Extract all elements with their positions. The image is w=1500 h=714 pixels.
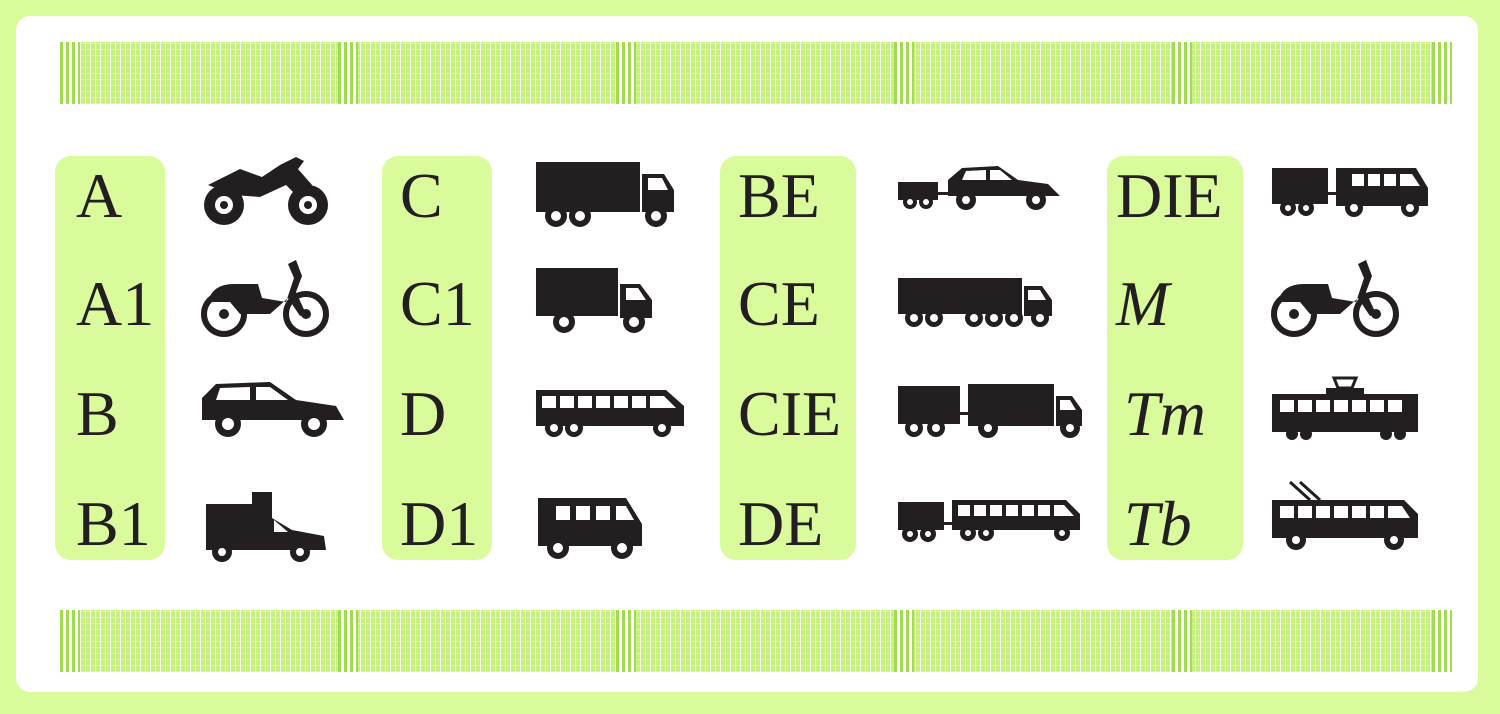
category-label-m: M [1116, 268, 1170, 339]
category-label-d: D [400, 378, 447, 449]
minibus-icon [534, 494, 646, 562]
category-label-c1: C1 [400, 268, 475, 339]
truck-trailer-icon [896, 382, 1086, 440]
decorative-band-top [60, 42, 1452, 104]
light-truck-icon [200, 488, 330, 564]
category-column-3 [720, 156, 856, 560]
decorative-band-bottom [60, 610, 1452, 672]
category-label-b: B [76, 378, 119, 449]
bus-icon [534, 386, 686, 438]
minibus-trailer-icon [1270, 164, 1430, 220]
moped-icon [200, 258, 332, 338]
car-icon [198, 378, 346, 438]
category-column-2 [382, 156, 492, 560]
small-truck-icon [534, 266, 656, 336]
truck-icon [534, 160, 676, 228]
category-column-4 [1107, 156, 1243, 560]
category-label-be: BE [738, 160, 820, 231]
car-trailer-icon [896, 162, 1064, 214]
category-label-d1: D1 [400, 488, 479, 559]
category-label-cie: CIE [738, 378, 842, 449]
category-label-tm: Tm [1124, 378, 1206, 449]
motorcycle-icon [200, 155, 332, 227]
trolleybus-icon [1270, 480, 1420, 552]
semi-trailer-icon [896, 276, 1056, 330]
category-column-1 [55, 156, 165, 560]
category-label-de: DE [738, 488, 824, 559]
category-label-b1: B1 [76, 488, 151, 559]
category-label-a: A [76, 160, 123, 231]
category-label-c: C [400, 160, 443, 231]
tram-icon [1270, 376, 1420, 444]
category-label-ce: CE [738, 268, 820, 339]
moped-icon-2 [1270, 258, 1402, 338]
category-label-a1: A1 [76, 268, 155, 339]
bus-trailer-icon [896, 496, 1082, 546]
category-label-tb: Tb [1124, 488, 1192, 559]
category-label-die: DIE [1116, 160, 1223, 231]
